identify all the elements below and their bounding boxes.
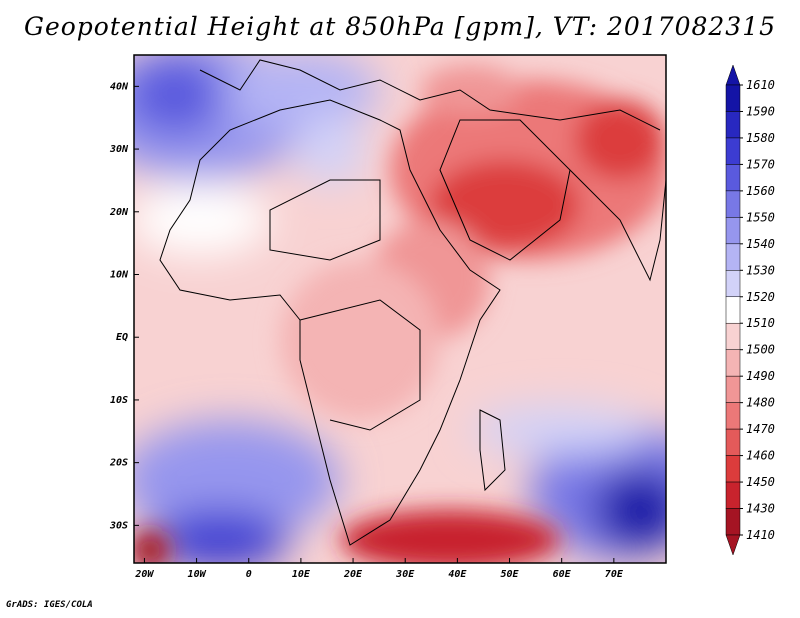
colorbar-label: 1590 bbox=[746, 104, 775, 118]
colorbar-segment bbox=[725, 111, 741, 139]
colorbar-segment bbox=[725, 270, 741, 298]
low-pressure-fields bbox=[134, 65, 666, 563]
lat-label: 30N bbox=[109, 144, 129, 155]
colorbar-label: 1550 bbox=[746, 210, 775, 224]
latitude-axis: 40N 30N 20N 10N EQ 10S 20S 30S bbox=[109, 81, 139, 531]
lat-label: 40N bbox=[110, 81, 129, 92]
colorbar-label: 1540 bbox=[746, 237, 775, 251]
colorbar-segment bbox=[725, 243, 741, 271]
colorbar-label: 1480 bbox=[746, 396, 775, 410]
colorbar-label: 1430 bbox=[746, 502, 775, 516]
lon-label: 0 bbox=[246, 569, 252, 580]
colorbar-label: 1520 bbox=[746, 290, 775, 304]
lon-label: 10E bbox=[292, 569, 311, 580]
lon-label: 60E bbox=[553, 569, 572, 580]
lat-label: 20N bbox=[109, 207, 129, 218]
colorbar-label: 1490 bbox=[746, 369, 775, 383]
lat-label: 10S bbox=[110, 395, 128, 406]
lat-label: 10N bbox=[110, 270, 129, 281]
colorbar-segment bbox=[725, 84, 741, 112]
colorbar-bottom-arrow bbox=[725, 534, 741, 556]
lat-label: EQ bbox=[116, 332, 128, 343]
colorbar-label: 1470 bbox=[746, 422, 775, 436]
lon-label: 10W bbox=[188, 569, 207, 580]
lon-label: 50E bbox=[500, 569, 519, 580]
colorbar-label: 1580 bbox=[746, 131, 775, 145]
lon-label: 70E bbox=[605, 569, 624, 580]
colorbar-segment bbox=[725, 349, 741, 377]
colorbar-segment bbox=[725, 217, 741, 245]
colorbar-label: 1560 bbox=[746, 184, 775, 198]
colorbar-segment bbox=[725, 190, 741, 218]
colorbar-segment bbox=[725, 137, 741, 165]
colorbar-segment bbox=[725, 164, 741, 192]
lat-label: 30S bbox=[109, 520, 128, 531]
colorbar-label: 1530 bbox=[746, 263, 775, 277]
longitude-axis: 20W 10W 0 10E 20E 30E 40E 50E 60E 70E bbox=[134, 558, 624, 580]
lon-label: 40E bbox=[448, 569, 467, 580]
lon-label: 20E bbox=[343, 569, 363, 580]
colorbar-segment bbox=[725, 508, 741, 536]
colorbar-label: 1570 bbox=[746, 157, 775, 171]
colorbar-label: 1460 bbox=[746, 449, 775, 463]
colorbar-segment bbox=[725, 455, 741, 483]
colorbar-label: 1500 bbox=[746, 343, 775, 357]
plot-frame bbox=[133, 54, 667, 564]
colorbar-label: 1510 bbox=[746, 316, 775, 330]
colorbar-segment bbox=[725, 322, 741, 350]
colorbar-segment bbox=[725, 428, 741, 456]
lon-label: 30E bbox=[395, 569, 415, 580]
colorbar-top-arrow bbox=[725, 64, 741, 86]
grads-credit: GrADS: IGES/COLA bbox=[6, 600, 93, 610]
lon-label: 20W bbox=[134, 569, 154, 580]
colorbar-segment bbox=[725, 296, 741, 324]
high-pressure-fields bbox=[134, 55, 666, 563]
colorbar-label: 1410 bbox=[746, 528, 775, 542]
map-plot-area bbox=[134, 55, 666, 563]
lat-label: 20S bbox=[109, 458, 128, 469]
colorbar-segment bbox=[725, 402, 741, 430]
colorbar: 1610 1590 1580 1570 1560 1550 1540 1530 1520 1510… bbox=[725, 64, 775, 556]
coastlines bbox=[159, 59, 666, 546]
chart-title: Geopotential Height at 850hPa [gpm], VT:… bbox=[23, 12, 777, 41]
colorbar-segment bbox=[725, 481, 741, 509]
colorbar-label: 1450 bbox=[746, 475, 775, 489]
colorbar-segment bbox=[725, 375, 741, 403]
colorbar-label: 1610 bbox=[746, 78, 775, 92]
